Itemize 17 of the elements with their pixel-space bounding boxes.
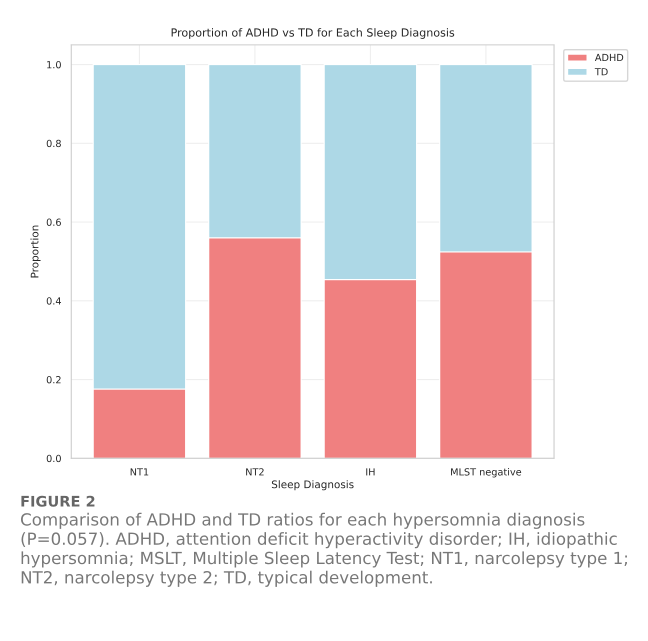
y-tick-label: 0.0	[46, 454, 61, 462]
x-tick-label: NT1	[130, 468, 148, 476]
y-tick-label: 0.4	[46, 297, 62, 305]
x-tick-label: NT2	[246, 468, 264, 476]
caption: FIGURE 2	[21, 496, 94, 507]
x-axis-title: Sleep Diagnosis	[272, 480, 354, 490]
text: Comparison of ADHD and TD ratios for each hypersomnia diagnosis (P=0.057). ADHD, attention deficit hyperactivity disorder; IH, idiopathic hypersomnia; MSLT, Multiple Sleep Latency Test; NT1, narcolepsy type 1; NT2, narcolepsy type 2; TD, typical development.	[21, 512, 627, 587]
legend-label: ADHD	[594, 54, 624, 62]
x-tick-label: IH	[366, 468, 375, 476]
y-tick-label: 0.2	[46, 376, 61, 384]
y-tick-label: 1.0	[47, 61, 61, 68]
x-tick-label: MLST negative	[451, 468, 522, 478]
y-tick-label: 0.6	[46, 218, 61, 226]
chart-title: Proportion of ADHD vs TD for Each Sleep Diagnosis	[172, 28, 454, 39]
y-tick-label: 0.8	[46, 140, 61, 148]
y-axis-title: Proportion	[30, 226, 41, 278]
legend-label: TD	[594, 68, 608, 76]
